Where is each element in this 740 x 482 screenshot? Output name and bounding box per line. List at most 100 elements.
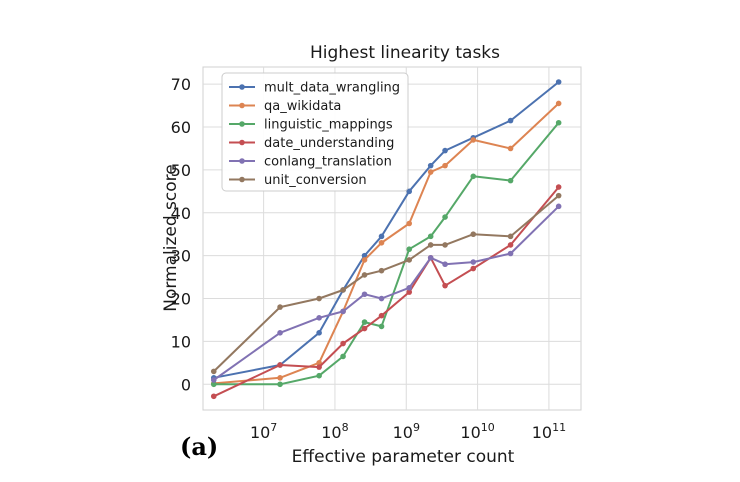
- series-line: [213, 194, 560, 373]
- x-tick-label: 107: [250, 421, 277, 442]
- data-point: [340, 308, 346, 315]
- legend-marker: [239, 84, 245, 90]
- data-point: [470, 137, 477, 143]
- data-point: [361, 325, 368, 332]
- legend-entry: date_understanding: [229, 136, 394, 151]
- data-point: [406, 246, 413, 253]
- data-point: [470, 265, 477, 272]
- data-point: [427, 169, 434, 175]
- data-point: [316, 372, 322, 379]
- legend-label: date_understanding: [264, 136, 394, 151]
- data-point: [210, 368, 217, 375]
- data-point: [442, 242, 448, 248]
- series-layer: [210, 79, 562, 400]
- data-point: [316, 360, 322, 366]
- chart-title: Highest linearity tasks: [310, 43, 500, 63]
- data-point: [507, 242, 514, 248]
- series-linguistic-mappings: [210, 119, 562, 388]
- legend-label: unit_conversion: [264, 173, 367, 188]
- data-point: [555, 100, 562, 107]
- data-point: [378, 239, 385, 246]
- y-tick-label: 0: [181, 375, 191, 394]
- legend-marker: [239, 139, 245, 146]
- data-point: [555, 119, 562, 126]
- data-point: [340, 287, 346, 293]
- data-point: [507, 233, 514, 240]
- data-point: [555, 79, 562, 85]
- x-tick-label: 1010: [460, 421, 494, 442]
- data-point: [470, 231, 477, 238]
- y-tick-label: 40: [171, 204, 191, 223]
- legend-marker: [239, 158, 245, 164]
- data-point: [361, 272, 368, 278]
- data-point: [210, 377, 217, 383]
- y-tick-label: 70: [171, 75, 191, 94]
- legend-entry: conlang_translation: [229, 155, 392, 170]
- data-point: [406, 257, 413, 263]
- data-point: [378, 267, 385, 274]
- data-point: [277, 330, 283, 336]
- y-tick-label: 10: [171, 332, 191, 351]
- data-point: [555, 192, 562, 199]
- series-conlang-translation: [210, 203, 562, 383]
- data-point: [340, 353, 346, 360]
- data-point: [406, 289, 413, 295]
- data-point: [277, 362, 283, 368]
- data-point: [210, 381, 217, 388]
- legend-box: [221, 72, 409, 192]
- data-point: [442, 147, 448, 154]
- y-tick-label: 20: [171, 290, 191, 309]
- data-point: [277, 381, 283, 388]
- data-point: [316, 315, 322, 321]
- data-point: [555, 203, 562, 210]
- y-tick-label: 30: [171, 247, 191, 266]
- legend-entry: mult_data_wrangling: [229, 81, 400, 96]
- legend-label: linguistic_mappings: [264, 118, 393, 133]
- data-point: [442, 261, 448, 268]
- legend-label: qa_wikidata: [264, 99, 341, 114]
- series-unit-conversion: [210, 192, 562, 375]
- data-point: [470, 173, 477, 180]
- x-tick-labels: 107 108 109 1010 1011: [250, 421, 566, 442]
- data-point: [361, 319, 368, 325]
- series-line: [213, 81, 560, 379]
- legend-marker: [239, 102, 245, 109]
- data-point: [277, 304, 283, 310]
- legend-label: conlang_translation: [264, 155, 392, 170]
- data-point: [378, 295, 385, 302]
- series-line: [213, 102, 560, 385]
- data-point: [378, 312, 385, 319]
- data-point: [316, 330, 322, 336]
- y-tick-label: 50: [171, 161, 191, 180]
- data-point: [427, 254, 434, 261]
- data-point: [507, 250, 514, 257]
- series-date-understanding: [210, 184, 562, 400]
- data-point: [378, 323, 385, 330]
- data-point: [316, 295, 322, 302]
- data-point: [406, 188, 413, 195]
- data-point: [361, 257, 368, 263]
- legend-label: mult_data_wrangling: [264, 81, 400, 96]
- legend-entry: unit_conversion: [229, 173, 367, 188]
- data-point: [442, 214, 448, 220]
- x-tick-label: 108: [321, 421, 348, 442]
- data-point: [378, 233, 385, 240]
- data-point: [507, 117, 514, 124]
- data-point: [507, 177, 514, 184]
- y-axis-label: Normalized score: [161, 164, 181, 312]
- data-point: [470, 259, 477, 265]
- x-axis-label: Effective parameter count: [292, 447, 515, 467]
- data-point: [442, 162, 448, 169]
- data-point: [427, 162, 434, 169]
- y-tick-labels: 0 10 20 30 40 50 60 70: [171, 75, 191, 394]
- series-line: [213, 122, 560, 386]
- data-point: [340, 340, 346, 347]
- legend-marker: [239, 121, 245, 127]
- data-point: [316, 364, 322, 370]
- y-tick-label: 60: [171, 118, 191, 137]
- data-point: [277, 375, 283, 381]
- series-line: [213, 205, 560, 381]
- data-point: [406, 220, 413, 227]
- legend-entry: qa_wikidata: [229, 99, 341, 114]
